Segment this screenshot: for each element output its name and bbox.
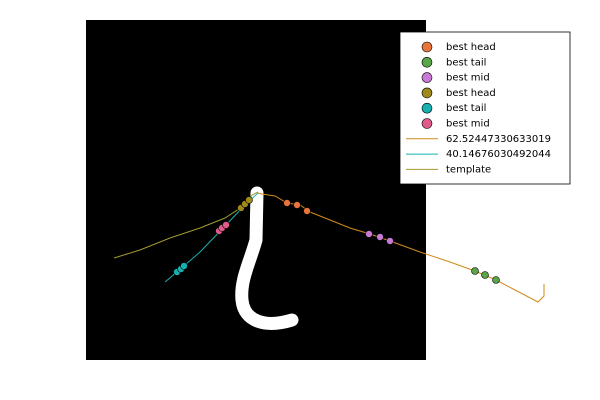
point (492, 276, 500, 284)
point (245, 196, 253, 204)
worm-shape (235, 186, 299, 330)
point (376, 233, 384, 241)
legend-label: best mid (446, 119, 490, 130)
legend-marker (421, 41, 433, 53)
point (365, 230, 373, 238)
legend-label: best mid (446, 73, 490, 84)
point (283, 199, 291, 207)
point (180, 262, 188, 270)
legend-label: best head (446, 88, 496, 99)
point (481, 271, 489, 279)
legend-marker (421, 102, 433, 114)
point (293, 201, 301, 209)
legend: best head best tail best mid best head best … (399, 31, 571, 185)
legend-label: best tail (446, 57, 486, 68)
legend-marker (421, 72, 433, 83)
legend-label: best head (446, 42, 496, 53)
legend-label: 62.52447330633019 (446, 134, 551, 145)
legend-marker (421, 56, 433, 68)
point (386, 237, 394, 245)
point (471, 267, 479, 275)
point (303, 207, 311, 215)
legend-label: template (446, 164, 491, 175)
legend-label: 40.14676030492044 (446, 149, 551, 160)
legend-marker (421, 87, 433, 99)
plot-area (113, 191, 545, 303)
legend-label: best tail (446, 103, 486, 114)
series-line (113, 191, 259, 259)
point (222, 221, 230, 229)
legend-marker (421, 118, 433, 129)
